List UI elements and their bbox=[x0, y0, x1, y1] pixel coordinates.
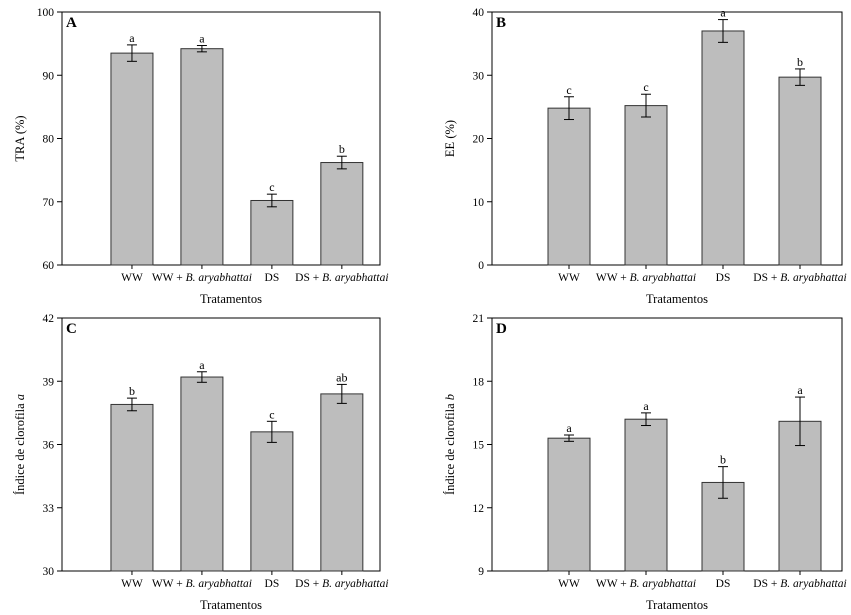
bar bbox=[180, 376, 224, 572]
y-tick-label: 30 bbox=[43, 566, 55, 578]
bar bbox=[110, 52, 154, 266]
bar bbox=[701, 30, 745, 266]
y-tick-label: 0 bbox=[478, 260, 484, 272]
x-tick-label: WW bbox=[121, 578, 143, 590]
bar bbox=[624, 418, 668, 572]
significance-letter: b bbox=[797, 55, 803, 69]
y-tick-label: 15 bbox=[473, 440, 485, 452]
significance-letter: a bbox=[199, 358, 205, 372]
x-tick-label: DS + B. aryabhattai bbox=[295, 578, 388, 590]
y-tick-label: 80 bbox=[43, 134, 55, 146]
chart-panel-c: C 30 33 36 39 42 b WW a WW + B. aryabhattai c DS ab D… bbox=[13, 313, 389, 612]
y-tick-label: 10 bbox=[473, 197, 485, 209]
bar bbox=[250, 199, 294, 266]
bar bbox=[110, 403, 154, 572]
x-axis-title: Tratamentos bbox=[200, 292, 262, 306]
significance-letter: a bbox=[797, 383, 803, 397]
bar bbox=[320, 162, 364, 266]
x-tick-label: DS bbox=[265, 272, 280, 284]
chart-panel-a: A 60 70 80 90 100 a WW a WW + B. aryabhattai c DS b D… bbox=[13, 7, 389, 306]
chart-panel-b: B 0 10 20 30 40 c WW c WW + B. aryabhattai a DS b DS … bbox=[443, 6, 847, 306]
x-tick-label: DS bbox=[265, 578, 280, 590]
significance-letter: a bbox=[566, 421, 572, 435]
significance-letter: c bbox=[566, 83, 571, 97]
x-tick-label: DS + B. aryabhattai bbox=[753, 272, 846, 284]
x-axis-title: Tratamentos bbox=[646, 598, 708, 612]
panel-label: D bbox=[496, 321, 507, 337]
y-tick-label: 12 bbox=[473, 503, 485, 515]
significance-letter: b bbox=[339, 142, 345, 156]
bar bbox=[250, 431, 294, 572]
y-tick-label: 9 bbox=[478, 566, 484, 578]
y-axis-title: Índice de clorofila a bbox=[13, 394, 27, 495]
significance-letter: a bbox=[129, 31, 135, 45]
chart-panel-d: D 9 12 15 18 21 a WW a WW + B. aryabhattai b DS a DS … bbox=[443, 313, 847, 612]
y-tick-label: 100 bbox=[37, 7, 55, 19]
y-tick-label: 39 bbox=[43, 376, 55, 388]
significance-letter: c bbox=[269, 407, 274, 421]
x-tick-label: DS bbox=[716, 578, 731, 590]
bar bbox=[547, 107, 591, 266]
y-tick-label: 90 bbox=[43, 70, 55, 82]
significance-letter: b bbox=[720, 453, 726, 467]
panel-label: A bbox=[66, 15, 77, 31]
x-tick-label: DS bbox=[716, 272, 731, 284]
x-tick-label: WW bbox=[558, 578, 580, 590]
x-tick-label: WW + B. aryabhattai bbox=[596, 272, 696, 284]
x-tick-label: WW + B. aryabhattai bbox=[152, 272, 252, 284]
bar bbox=[547, 437, 591, 572]
x-tick-label: WW + B. aryabhattai bbox=[152, 578, 252, 590]
y-axis-title: TRA (%) bbox=[13, 115, 27, 161]
y-tick-label: 33 bbox=[43, 503, 55, 515]
y-tick-label: 30 bbox=[473, 70, 485, 82]
significance-letter: a bbox=[643, 399, 649, 413]
y-tick-label: 40 bbox=[473, 7, 485, 19]
x-axis-title: Tratamentos bbox=[646, 292, 708, 306]
significance-letter: ab bbox=[336, 370, 347, 384]
bar bbox=[624, 105, 668, 266]
panel-label: C bbox=[66, 321, 77, 337]
y-tick-label: 60 bbox=[43, 260, 55, 272]
x-tick-label: DS + B. aryabhattai bbox=[295, 272, 388, 284]
y-axis-title: Índice de clorofila b bbox=[443, 394, 457, 495]
bar bbox=[180, 48, 224, 266]
x-axis-title: Tratamentos bbox=[200, 598, 262, 612]
y-tick-label: 20 bbox=[473, 134, 485, 146]
significance-letter: b bbox=[129, 384, 135, 398]
y-tick-label: 21 bbox=[473, 313, 485, 325]
y-tick-label: 70 bbox=[43, 197, 55, 209]
y-axis-title: EE (%) bbox=[443, 120, 457, 157]
bar bbox=[778, 76, 822, 266]
significance-letter: a bbox=[720, 6, 726, 20]
y-tick-label: 18 bbox=[473, 376, 485, 388]
y-tick-label: 42 bbox=[43, 313, 55, 325]
x-tick-label: DS + B. aryabhattai bbox=[753, 578, 846, 590]
x-tick-label: WW + B. aryabhattai bbox=[596, 578, 696, 590]
significance-letter: a bbox=[199, 32, 205, 46]
significance-letter: c bbox=[643, 80, 648, 94]
bar bbox=[320, 393, 364, 572]
x-tick-label: WW bbox=[558, 272, 580, 284]
significance-letter: c bbox=[269, 180, 274, 194]
x-tick-label: WW bbox=[121, 272, 143, 284]
panel-label: B bbox=[496, 15, 506, 31]
y-tick-label: 36 bbox=[43, 440, 55, 452]
